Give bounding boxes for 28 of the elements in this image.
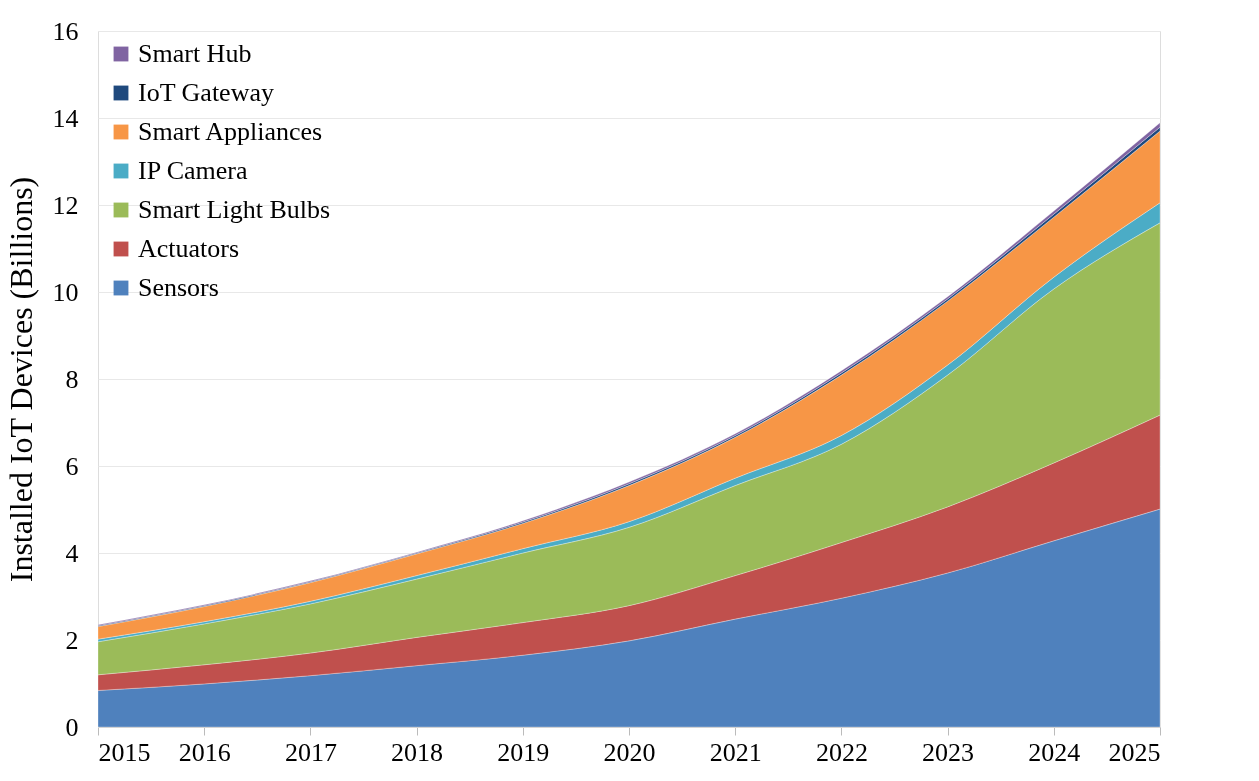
y-tick-label: 14	[52, 103, 79, 133]
x-tick-label: 2018	[391, 737, 444, 767]
x-tick-label: 2019	[497, 737, 550, 767]
x-tick-label: 2025	[1108, 737, 1161, 767]
legend-label: IP Camera	[138, 156, 248, 185]
y-tick-label: 2	[65, 625, 79, 655]
x-tick-label: 2024	[1028, 737, 1081, 767]
y-tick-label: 0	[65, 712, 79, 742]
y-tick-label: 12	[52, 190, 79, 220]
x-tick-label: 2023	[922, 737, 975, 767]
x-tick-label: 2022	[815, 737, 868, 767]
legend-label: Sensors	[138, 273, 219, 302]
y-tick-label: 4	[65, 538, 79, 568]
y-tick-label: 8	[65, 364, 79, 394]
legend-label: Actuators	[138, 234, 240, 263]
y-tick-label: 16	[52, 16, 79, 46]
legend-label: Smart Light Bulbs	[138, 195, 331, 224]
x-tick-label: 2020	[603, 737, 656, 767]
legend-label: Smart Hub	[138, 39, 252, 68]
x-tick-label: 2016	[178, 737, 231, 767]
y-axis-title: Installed IoT Devices (Billions)	[2, 176, 39, 583]
legend-label: IoT Gateway	[138, 78, 274, 107]
y-tick-label: 6	[65, 451, 79, 481]
y-tick-label: 10	[52, 277, 79, 307]
legend-label: Smart Appliances	[138, 117, 323, 146]
x-tick-label: 2015	[98, 737, 151, 767]
x-tick-label: 2021	[709, 737, 762, 767]
x-tick-label: 2017	[284, 737, 337, 767]
